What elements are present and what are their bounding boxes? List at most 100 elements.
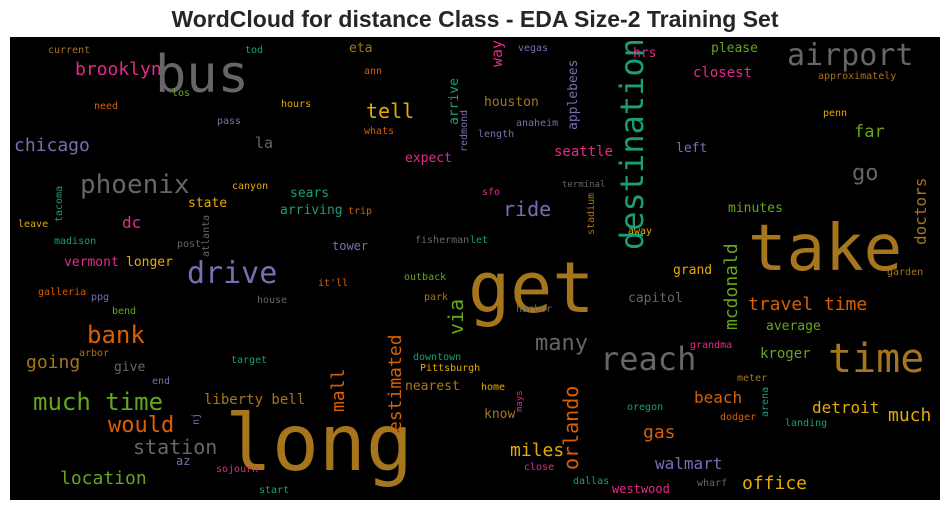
word: hrs <box>633 46 656 61</box>
word: madison <box>54 236 96 247</box>
word: approximately <box>818 71 896 82</box>
word: many <box>535 331 588 356</box>
word: sojourn <box>216 464 258 475</box>
word: airport <box>787 38 913 73</box>
word: location <box>60 468 147 489</box>
word: oregon <box>627 402 663 413</box>
word: applebees <box>566 60 581 130</box>
word: dodger <box>720 412 756 423</box>
word: mays <box>515 390 525 412</box>
word: start <box>259 485 289 496</box>
word: give <box>114 360 145 375</box>
word: eta <box>349 41 372 56</box>
word: kroger <box>760 346 811 362</box>
word: would <box>108 413 174 438</box>
word: go <box>852 161 879 186</box>
word: estimated <box>385 334 406 432</box>
word: chicago <box>14 135 90 156</box>
word: atlanta <box>201 215 212 257</box>
word: destination <box>613 38 651 250</box>
word: phoenix <box>80 170 190 200</box>
word: expect <box>405 151 452 166</box>
word: sears <box>290 186 329 201</box>
word: walmart <box>655 454 722 473</box>
word: far <box>854 122 885 142</box>
word: pass <box>217 116 241 127</box>
word: leave <box>18 219 48 230</box>
word: time <box>828 336 924 382</box>
word: travel time <box>748 294 867 315</box>
word: sfo <box>482 187 500 198</box>
word: terminal <box>562 180 605 190</box>
word: length <box>478 129 514 140</box>
word: gas <box>643 422 676 443</box>
word: away <box>628 226 652 237</box>
word: bank <box>87 321 145 349</box>
word: mall <box>328 369 349 412</box>
word: landing <box>785 418 827 429</box>
word: penn <box>823 108 847 119</box>
word: via <box>444 299 468 335</box>
word: fisherman <box>415 235 469 246</box>
word: trip <box>348 206 372 217</box>
word: ann <box>364 66 382 77</box>
word: hours <box>281 99 311 110</box>
word: beach <box>694 388 742 407</box>
word: long <box>225 399 413 489</box>
word: detroit <box>812 398 879 417</box>
word: it'll <box>318 278 348 289</box>
word: way <box>488 40 506 67</box>
word: vegas <box>518 43 548 54</box>
word: ppg <box>91 292 109 303</box>
word: grand <box>673 263 712 278</box>
word: canyon <box>232 181 268 192</box>
word: get <box>468 247 594 329</box>
word: let <box>470 235 488 246</box>
word: doctors <box>911 178 930 245</box>
word: longer <box>126 255 173 270</box>
word: la <box>255 134 273 152</box>
word: Pittsburgh <box>420 363 480 374</box>
word: state <box>188 196 227 211</box>
word: reach <box>600 340 696 378</box>
word: end <box>152 376 170 387</box>
word: dallas <box>573 476 609 487</box>
word: garden <box>887 267 923 278</box>
cloud-background <box>10 37 940 500</box>
word: arena <box>760 387 771 417</box>
word: tacoma <box>54 186 65 222</box>
word: know <box>484 407 515 422</box>
word: current <box>48 45 90 56</box>
word: left <box>676 141 707 156</box>
word: grandma <box>690 340 732 351</box>
word: target <box>231 355 267 366</box>
word: tod <box>245 45 263 56</box>
word: going <box>26 352 80 373</box>
word: houston <box>484 95 539 110</box>
word: outback <box>404 272 446 283</box>
word: arriving <box>280 203 343 218</box>
word: stadium <box>586 193 597 235</box>
word: capitol <box>628 291 683 306</box>
word: arrive <box>447 78 462 125</box>
word: office <box>742 473 807 494</box>
word: arbor <box>79 348 109 359</box>
word: close <box>524 462 554 473</box>
word: average <box>766 319 821 334</box>
word: westwood <box>612 482 670 496</box>
word: drive <box>187 256 277 291</box>
word: tower <box>332 239 368 253</box>
word: closest <box>693 65 752 81</box>
word: much <box>888 405 931 426</box>
word: liberty bell <box>204 392 305 408</box>
word: bus <box>155 45 249 105</box>
word: minutes <box>728 201 783 216</box>
word: post <box>177 239 201 250</box>
word: vermont <box>64 255 119 270</box>
word: az <box>176 454 190 468</box>
chart-title: WordCloud for distance Class - EDA Size-… <box>171 6 778 32</box>
word: meter <box>737 373 767 384</box>
word: park <box>424 292 448 303</box>
